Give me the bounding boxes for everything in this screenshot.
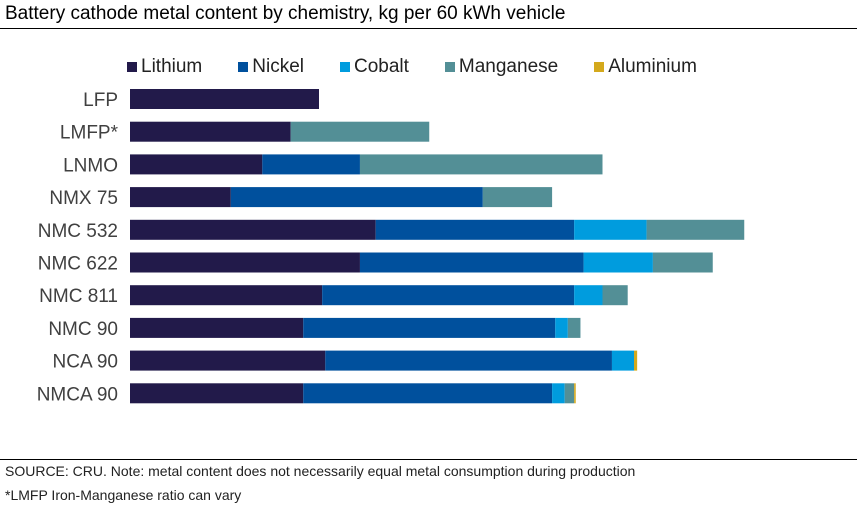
category-label: NMC 532 <box>38 221 118 242</box>
bar-segment-nickel <box>303 383 553 404</box>
category-label: NMX 75 <box>49 188 118 209</box>
bar-segment-lithium <box>130 187 231 208</box>
legend-item-cobalt: Cobalt <box>339 56 409 78</box>
bar-segment-nickel <box>325 350 612 371</box>
bar-segment-aluminium <box>634 350 638 371</box>
legend-swatch <box>238 62 249 72</box>
bar-segment-manganese <box>564 383 575 404</box>
legend-swatch <box>127 62 137 72</box>
bar-segment-cobalt <box>611 350 634 371</box>
bar-segment-nickel <box>230 187 483 208</box>
category-label: NMC 90 <box>48 319 118 340</box>
bar-segment-nickel <box>303 317 556 338</box>
legend-label: Aluminium <box>608 56 697 77</box>
bar-segment-nickel <box>262 154 360 175</box>
bar-segment-manganese <box>290 121 430 142</box>
title-rule <box>0 28 857 29</box>
legend-item-aluminium: Aluminium <box>594 56 697 78</box>
bar-segment-manganese <box>482 187 553 208</box>
legend-item-lithium: Lithium <box>127 56 202 78</box>
footer-rule <box>0 459 857 460</box>
category-label: LMFP* <box>60 123 119 144</box>
bar-segment-cobalt <box>574 285 603 306</box>
legend-swatch <box>444 62 455 72</box>
bar-chart: LFP LMFP* LNMO NMX 75 NMC 532 NMC 622 NMC 811 N… <box>37 89 745 405</box>
bar-segment-nickel <box>359 252 584 273</box>
legend: Lithium Nickel Cobalt Manganese Aluminium <box>127 56 697 78</box>
category-label: NMC 811 <box>39 286 118 307</box>
chart-title: Battery cathode metal content by chemist… <box>5 3 566 24</box>
bar-segment-lithium <box>130 154 263 175</box>
legend-item-nickel: Nickel <box>238 56 304 78</box>
bar-segment-cobalt <box>574 219 647 240</box>
bar-segment-lithium <box>130 317 304 338</box>
category-label: NCA 90 <box>53 352 118 373</box>
category-label: LNMO <box>63 155 118 176</box>
footnote: *LMFP Iron-Manganese ratio can vary <box>5 487 242 503</box>
bar-segment-lithium <box>130 383 304 404</box>
source-note: SOURCE: CRU. Note: metal content does no… <box>5 463 636 479</box>
bar-segment-lithium <box>130 219 376 240</box>
legend-item-manganese: Manganese <box>444 56 559 78</box>
bar-segment-cobalt <box>555 317 568 338</box>
category-label: NMCA 90 <box>37 384 118 405</box>
bar-segment-nickel <box>322 285 575 306</box>
legend-swatch <box>339 62 350 72</box>
bar-segment-lithium <box>130 121 291 142</box>
legend-label: Manganese <box>458 56 559 77</box>
bar-segment-manganese <box>602 285 628 306</box>
bar-segment-lithium <box>130 285 323 306</box>
bar-segment-cobalt <box>552 383 565 404</box>
legend-label: Lithium <box>141 56 203 77</box>
legend-swatch <box>594 62 605 72</box>
bar-segment-lithium <box>130 252 360 273</box>
bar-segment-cobalt <box>583 252 653 273</box>
bar-segment-aluminium <box>574 383 576 404</box>
bar-segment-lithium <box>130 89 319 109</box>
category-label: LFP <box>83 90 118 111</box>
legend-label: Cobalt <box>353 56 409 77</box>
bar-segment-manganese <box>567 317 581 338</box>
category-label: NMC 622 <box>38 254 118 275</box>
bar-segment-nickel <box>375 219 575 240</box>
bar-segment-manganese <box>652 252 713 273</box>
legend-label: Nickel <box>252 56 304 77</box>
bar-segment-manganese <box>359 154 603 175</box>
bar-segment-lithium <box>130 350 326 371</box>
bar-segment-manganese <box>646 219 745 240</box>
